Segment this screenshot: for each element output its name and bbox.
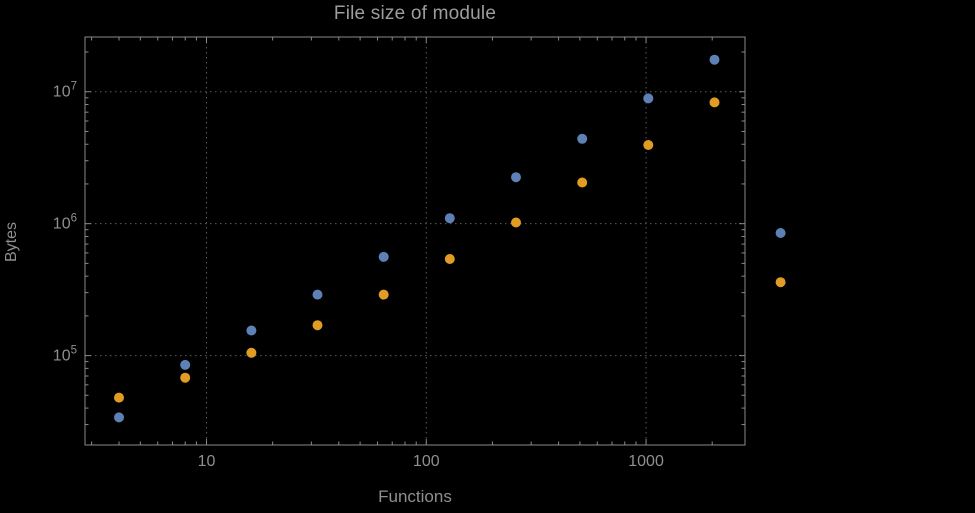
x-tick-label: 1000 [628, 453, 664, 470]
data-point [312, 320, 323, 331]
data-point [577, 133, 588, 144]
data-point [378, 289, 389, 300]
data-point [180, 359, 191, 370]
data-point [246, 347, 257, 358]
data-point [709, 97, 720, 108]
axis-ticks [85, 37, 745, 445]
chart-title: File size of module [333, 3, 497, 24]
y-tick-label: 106 [53, 213, 77, 233]
plot-frame [84, 36, 746, 446]
gridlines [85, 37, 745, 445]
data-point [511, 172, 521, 183]
data-point [577, 177, 588, 188]
data-series-series-blue [114, 54, 786, 423]
tick-labels: 10 100 1000 105 106 107 [53, 81, 664, 470]
data-point [511, 217, 521, 228]
data-point [378, 251, 389, 262]
data-point [114, 412, 124, 423]
y-tick-label: 105 [53, 345, 77, 365]
data-point [444, 254, 455, 264]
data-point [114, 392, 124, 403]
data-series-series-orange [114, 97, 786, 403]
data-point [643, 140, 654, 150]
x-tick-label: 10 [198, 453, 216, 470]
x-tick-label: 100 [413, 453, 440, 470]
y-tick-label: 107 [53, 81, 77, 101]
data-point [180, 372, 191, 383]
data-point [246, 325, 257, 336]
y-axis-label: Bytes [3, 222, 20, 263]
x-axis-label: Functions [378, 487, 452, 506]
data-point [643, 93, 654, 104]
data-point [709, 54, 720, 65]
data-point [444, 213, 455, 224]
data-point [312, 289, 323, 300]
data-point [775, 277, 786, 288]
data-point [775, 228, 786, 238]
